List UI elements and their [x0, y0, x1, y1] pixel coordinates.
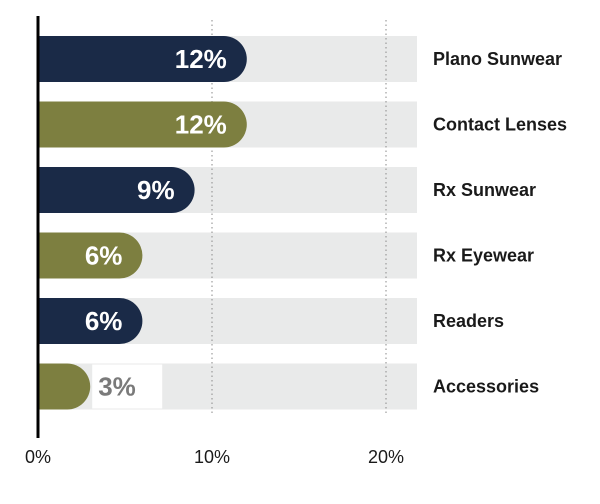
category-labels: Plano Sunwear Contact Lenses Rx Sunwear Rx …	[433, 49, 567, 397]
x-tick-label-10: 10%	[194, 447, 230, 467]
bar-rx-eyewear	[38, 232, 143, 279]
bar-accessories	[38, 363, 91, 410]
value-label-rx-sunwear: 9%	[137, 175, 175, 205]
category-label-rx-eyewear: Rx Eyewear	[433, 246, 534, 266]
value-label-backdrop-accessories	[92, 364, 163, 409]
value-label-accessories: 3%	[98, 372, 136, 402]
category-label-rx-sunwear: Rx Sunwear	[433, 180, 536, 200]
value-label-contact-lenses: 12%	[175, 110, 227, 140]
category-label-contact-lenses: Contact Lenses	[433, 115, 567, 135]
bars-layer: 12% 12% 9% 6% 6% 3%	[38, 36, 247, 410]
x-tick-labels: 0% 10% 20%	[25, 447, 404, 467]
category-label-plano-sunwear: Plano Sunwear	[433, 49, 562, 69]
track-layer	[38, 36, 417, 410]
bar-plano-sunwear	[38, 36, 247, 82]
value-label-readers: 6%	[85, 306, 123, 336]
value-label-plano-sunwear: 12%	[175, 44, 227, 74]
category-label-accessories: Accessories	[433, 377, 539, 397]
bar-rx-sunwear	[38, 167, 195, 213]
bar-contact-lenses	[38, 101, 247, 148]
category-label-readers: Readers	[433, 311, 504, 331]
bar-readers	[38, 298, 143, 344]
x-tick-label-20: 20%	[368, 447, 404, 467]
x-tick-label-0: 0%	[25, 447, 51, 467]
value-label-rx-eyewear: 6%	[85, 241, 123, 271]
